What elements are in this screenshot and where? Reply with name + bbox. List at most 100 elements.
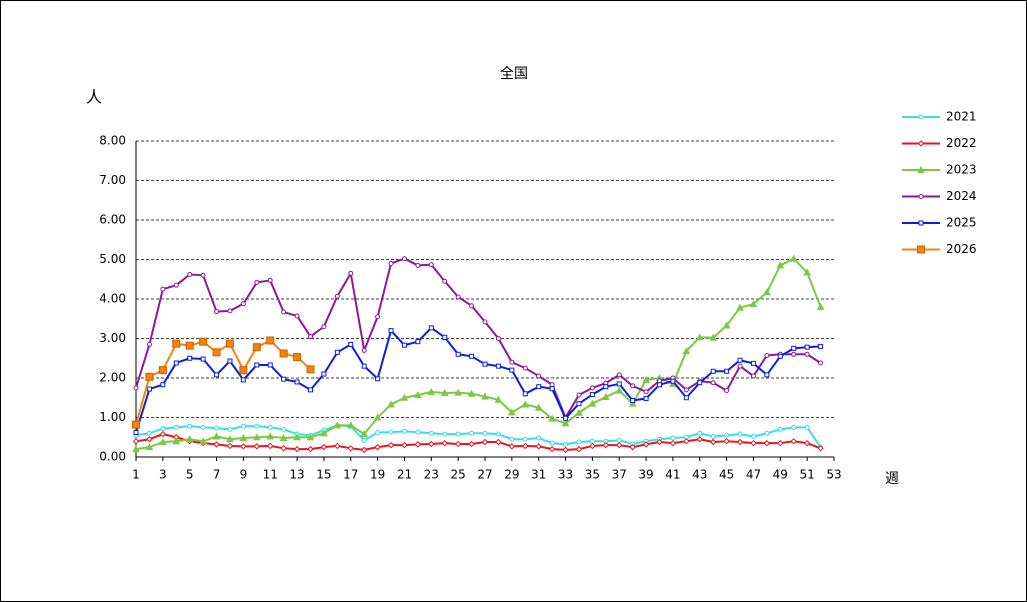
data-point <box>791 345 797 351</box>
series-line <box>135 257 822 451</box>
data-point <box>361 347 367 353</box>
data-point <box>158 366 167 375</box>
data-point <box>240 423 246 429</box>
data-point <box>722 321 731 329</box>
data-point <box>306 365 315 374</box>
data-point <box>172 339 181 348</box>
data-point <box>227 426 233 432</box>
data-point <box>750 373 756 379</box>
data-point <box>736 303 744 311</box>
data-point <box>306 433 315 441</box>
data-point <box>536 373 542 379</box>
data-point <box>576 392 582 398</box>
data-point <box>615 386 624 394</box>
data-point <box>267 442 274 450</box>
data-point <box>401 342 407 348</box>
data-point <box>321 324 327 330</box>
data-point <box>388 328 394 334</box>
data-point <box>387 400 395 408</box>
x-tick-label: 11 <box>263 468 278 482</box>
data-point <box>267 362 273 368</box>
data-point <box>670 378 676 384</box>
data-point <box>509 367 515 373</box>
data-point <box>723 437 730 445</box>
data-point <box>187 423 193 429</box>
data-point <box>254 423 260 429</box>
data-point <box>200 356 206 362</box>
legend-marker <box>918 220 924 226</box>
data-point <box>293 445 301 453</box>
x-tick-label: 51 <box>800 468 815 482</box>
series-line <box>135 326 821 433</box>
data-point <box>388 260 394 266</box>
data-point <box>724 432 730 438</box>
data-point <box>145 372 154 381</box>
data-point <box>133 385 139 391</box>
data-point <box>818 360 824 366</box>
x-tick-label: 17 <box>343 468 358 482</box>
data-point <box>656 438 663 446</box>
x-tick-label: 29 <box>504 468 519 482</box>
data-point <box>253 443 261 450</box>
data-point <box>469 353 475 359</box>
series-line <box>135 257 822 420</box>
data-point <box>736 438 744 446</box>
x-tick-label: 15 <box>316 468 331 482</box>
data-point <box>279 433 288 442</box>
y-tick-label: 7.00 <box>99 173 126 187</box>
data-point <box>214 425 220 431</box>
data-point <box>710 433 716 439</box>
data-point <box>628 399 637 407</box>
data-point <box>804 424 810 430</box>
data-point <box>818 343 824 349</box>
data-point <box>160 426 166 432</box>
data-point <box>601 392 610 400</box>
data-point <box>737 357 743 363</box>
data-point <box>441 439 448 447</box>
data-point <box>442 334 448 340</box>
data-point <box>281 426 287 432</box>
data-point <box>454 388 462 396</box>
data-point <box>348 341 354 347</box>
data-point <box>455 431 461 437</box>
data-point <box>481 438 489 446</box>
legend-marker <box>917 165 925 173</box>
legend-label: 2025 <box>946 216 977 230</box>
data-point <box>629 443 636 451</box>
data-point <box>401 256 407 262</box>
data-point <box>521 400 530 408</box>
data-point <box>495 438 502 446</box>
y-tick-label: 5.00 <box>99 252 126 266</box>
chart-title: 全国 <box>500 65 528 82</box>
data-point <box>763 439 771 447</box>
y-tick-label: 3.00 <box>99 331 126 345</box>
data-point <box>226 442 234 450</box>
data-point <box>750 433 756 439</box>
data-point <box>697 430 703 436</box>
data-point <box>361 363 367 369</box>
data-point <box>428 430 434 436</box>
data-point <box>791 351 797 357</box>
data-point <box>266 432 275 440</box>
data-point <box>375 376 381 382</box>
data-point <box>522 365 528 371</box>
data-point <box>616 372 622 378</box>
data-point <box>266 336 275 345</box>
legend-label: 2024 <box>946 189 977 203</box>
data-point <box>508 408 516 416</box>
legend-label: 2026 <box>946 242 977 256</box>
data-point <box>360 446 368 454</box>
data-point <box>293 433 301 441</box>
data-point <box>468 440 475 448</box>
data-point <box>225 339 234 348</box>
data-point <box>750 360 756 366</box>
x-tick-label: 3 <box>159 468 167 482</box>
x-tick-label: 27 <box>477 468 492 482</box>
data-point <box>172 437 181 445</box>
data-point <box>589 392 595 398</box>
data-point <box>308 387 313 393</box>
data-point <box>469 303 475 309</box>
data-point <box>616 381 622 387</box>
data-point <box>185 341 194 350</box>
